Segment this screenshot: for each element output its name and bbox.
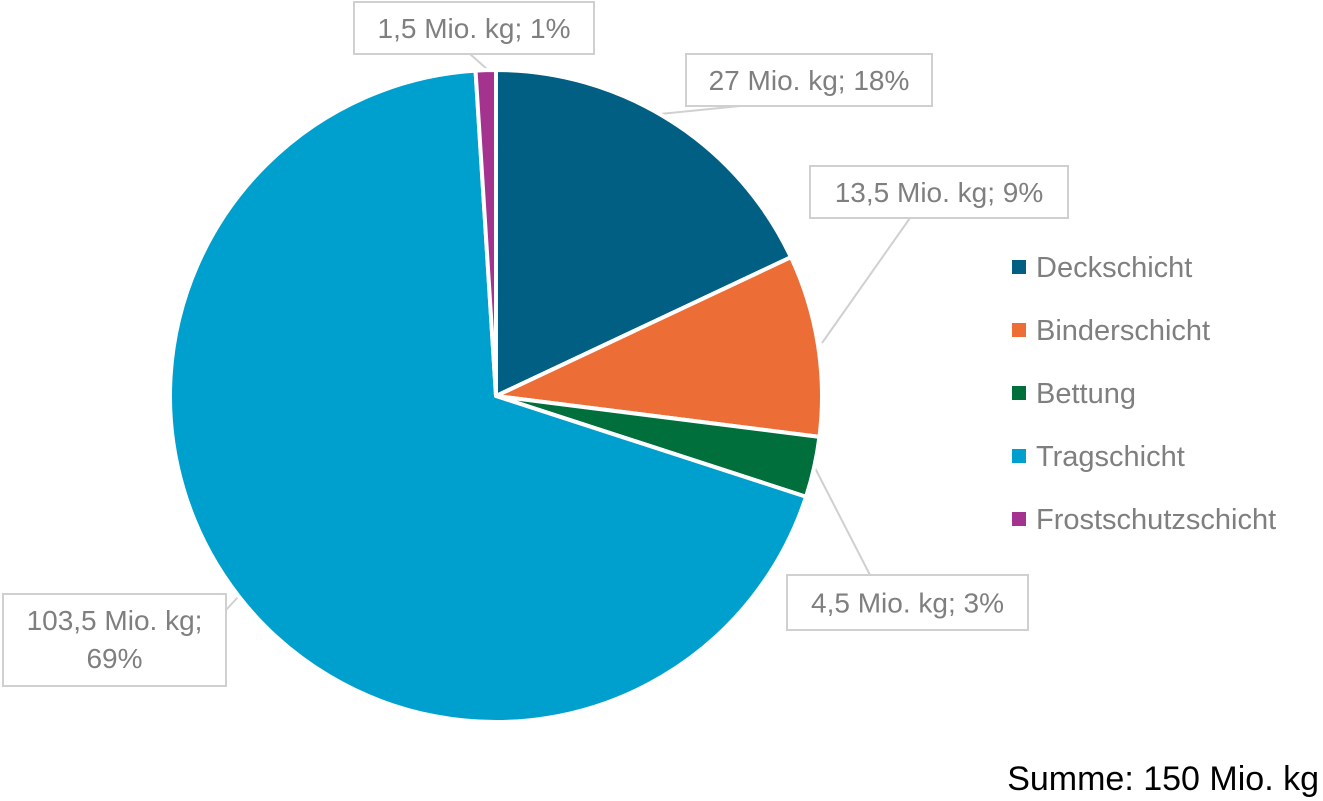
legend-label-tragschicht: Tragschicht (1036, 441, 1185, 473)
data-label-frostschutzschicht: 1,5 Mio. kg; 1% (378, 13, 571, 44)
legend-label-frostschutzschicht: Frostschutzschicht (1036, 504, 1276, 536)
leader-line-binderschicht (821, 217, 911, 344)
data-label-box-binderschicht (809, 165, 1069, 219)
leader-line-bettung (814, 467, 871, 576)
data-label-deckschicht: 27 Mio. kg; 18% (709, 65, 910, 96)
data-label-box-bettung (786, 574, 1029, 631)
leader-line-tragschicht (225, 596, 239, 611)
data-label-binderschicht: 13,5 Mio. kg; 9% (835, 177, 1044, 208)
legend-swatch-frostschutzschicht (1012, 512, 1026, 526)
data-labels: 27 Mio. kg; 18% 13,5 Mio. kg; 9% 4,5 Mio. … (2, 1, 1069, 687)
legend-label-deckschicht: Deckschicht (1036, 252, 1192, 284)
legend-swatch-deckschicht (1012, 260, 1026, 274)
pie-slice-tragschicht (168, 68, 809, 724)
legend-swatch-binderschicht (1012, 323, 1026, 337)
data-label-box-tragschicht (2, 593, 227, 687)
data-label-box-deckschicht (685, 53, 933, 107)
data-label-bettung: 4,5 Mio. kg; 3% (811, 588, 1004, 619)
data-label-tragschicht: 103,5 Mio. kg; 69% (27, 605, 203, 674)
pie-slice-binderschicht (494, 255, 824, 439)
legend-label-binderschicht: Binderschicht (1036, 315, 1210, 347)
pie-slices (168, 68, 824, 724)
leader-line-frostschutzschicht (469, 53, 489, 71)
data-label-box-frostschutzschicht (353, 1, 595, 55)
legend: Deckschicht Binderschicht Bettung Tragschic… (1012, 252, 1276, 536)
legend-swatch-tragschicht (1012, 449, 1026, 463)
pie-slice-deckschicht (494, 68, 793, 398)
total-annotation: Summe: 150 Mio. kg (1007, 760, 1319, 798)
pie-slice-frostschutzschicht (473, 68, 498, 398)
legend-swatch-bettung (1012, 386, 1026, 400)
legend-label-bettung: Bettung (1036, 378, 1136, 410)
